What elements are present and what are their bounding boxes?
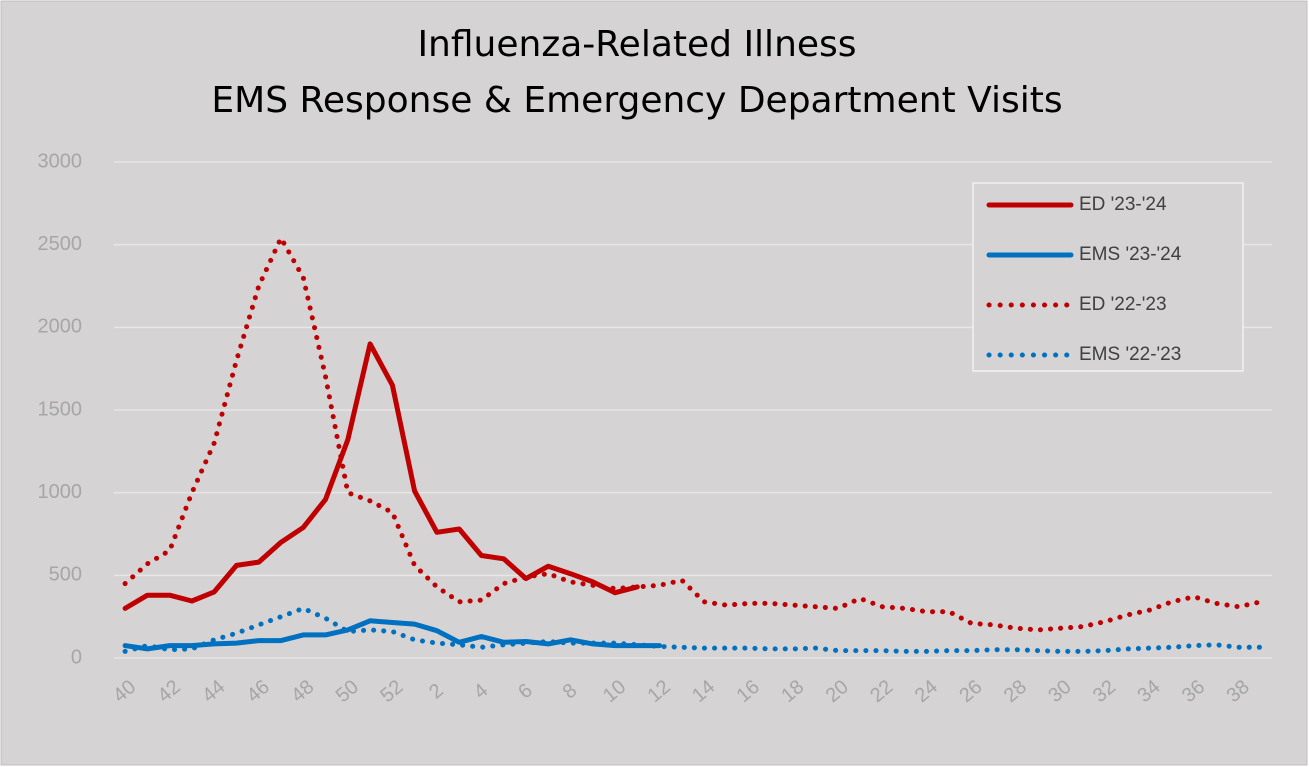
series-line [122, 235, 1264, 633]
y-tick-label: 3000 [38, 150, 83, 172]
chart-title: EMS Response & Emergency Department Visi… [211, 80, 1062, 121]
series-line [122, 341, 640, 611]
legend-label: EMS '23-'24 [1079, 244, 1182, 265]
legend-label: EMS '22-'23 [1079, 344, 1181, 365]
y-tick-label: 1000 [38, 481, 83, 503]
y-tick-label: 500 [49, 564, 82, 586]
legend-label: ED '23-'24 [1079, 194, 1167, 215]
y-tick-label: 0 [71, 646, 82, 668]
y-tick-label: 2000 [38, 316, 83, 338]
y-tick-label: 1500 [38, 398, 83, 420]
series-line [122, 605, 1264, 654]
chart-title: Influenza-Related Illness [417, 24, 856, 65]
legend-box [972, 182, 1244, 372]
y-tick-label: 2500 [38, 233, 83, 255]
series-line [122, 618, 663, 652]
legend-label: ED '22-'23 [1079, 294, 1167, 315]
